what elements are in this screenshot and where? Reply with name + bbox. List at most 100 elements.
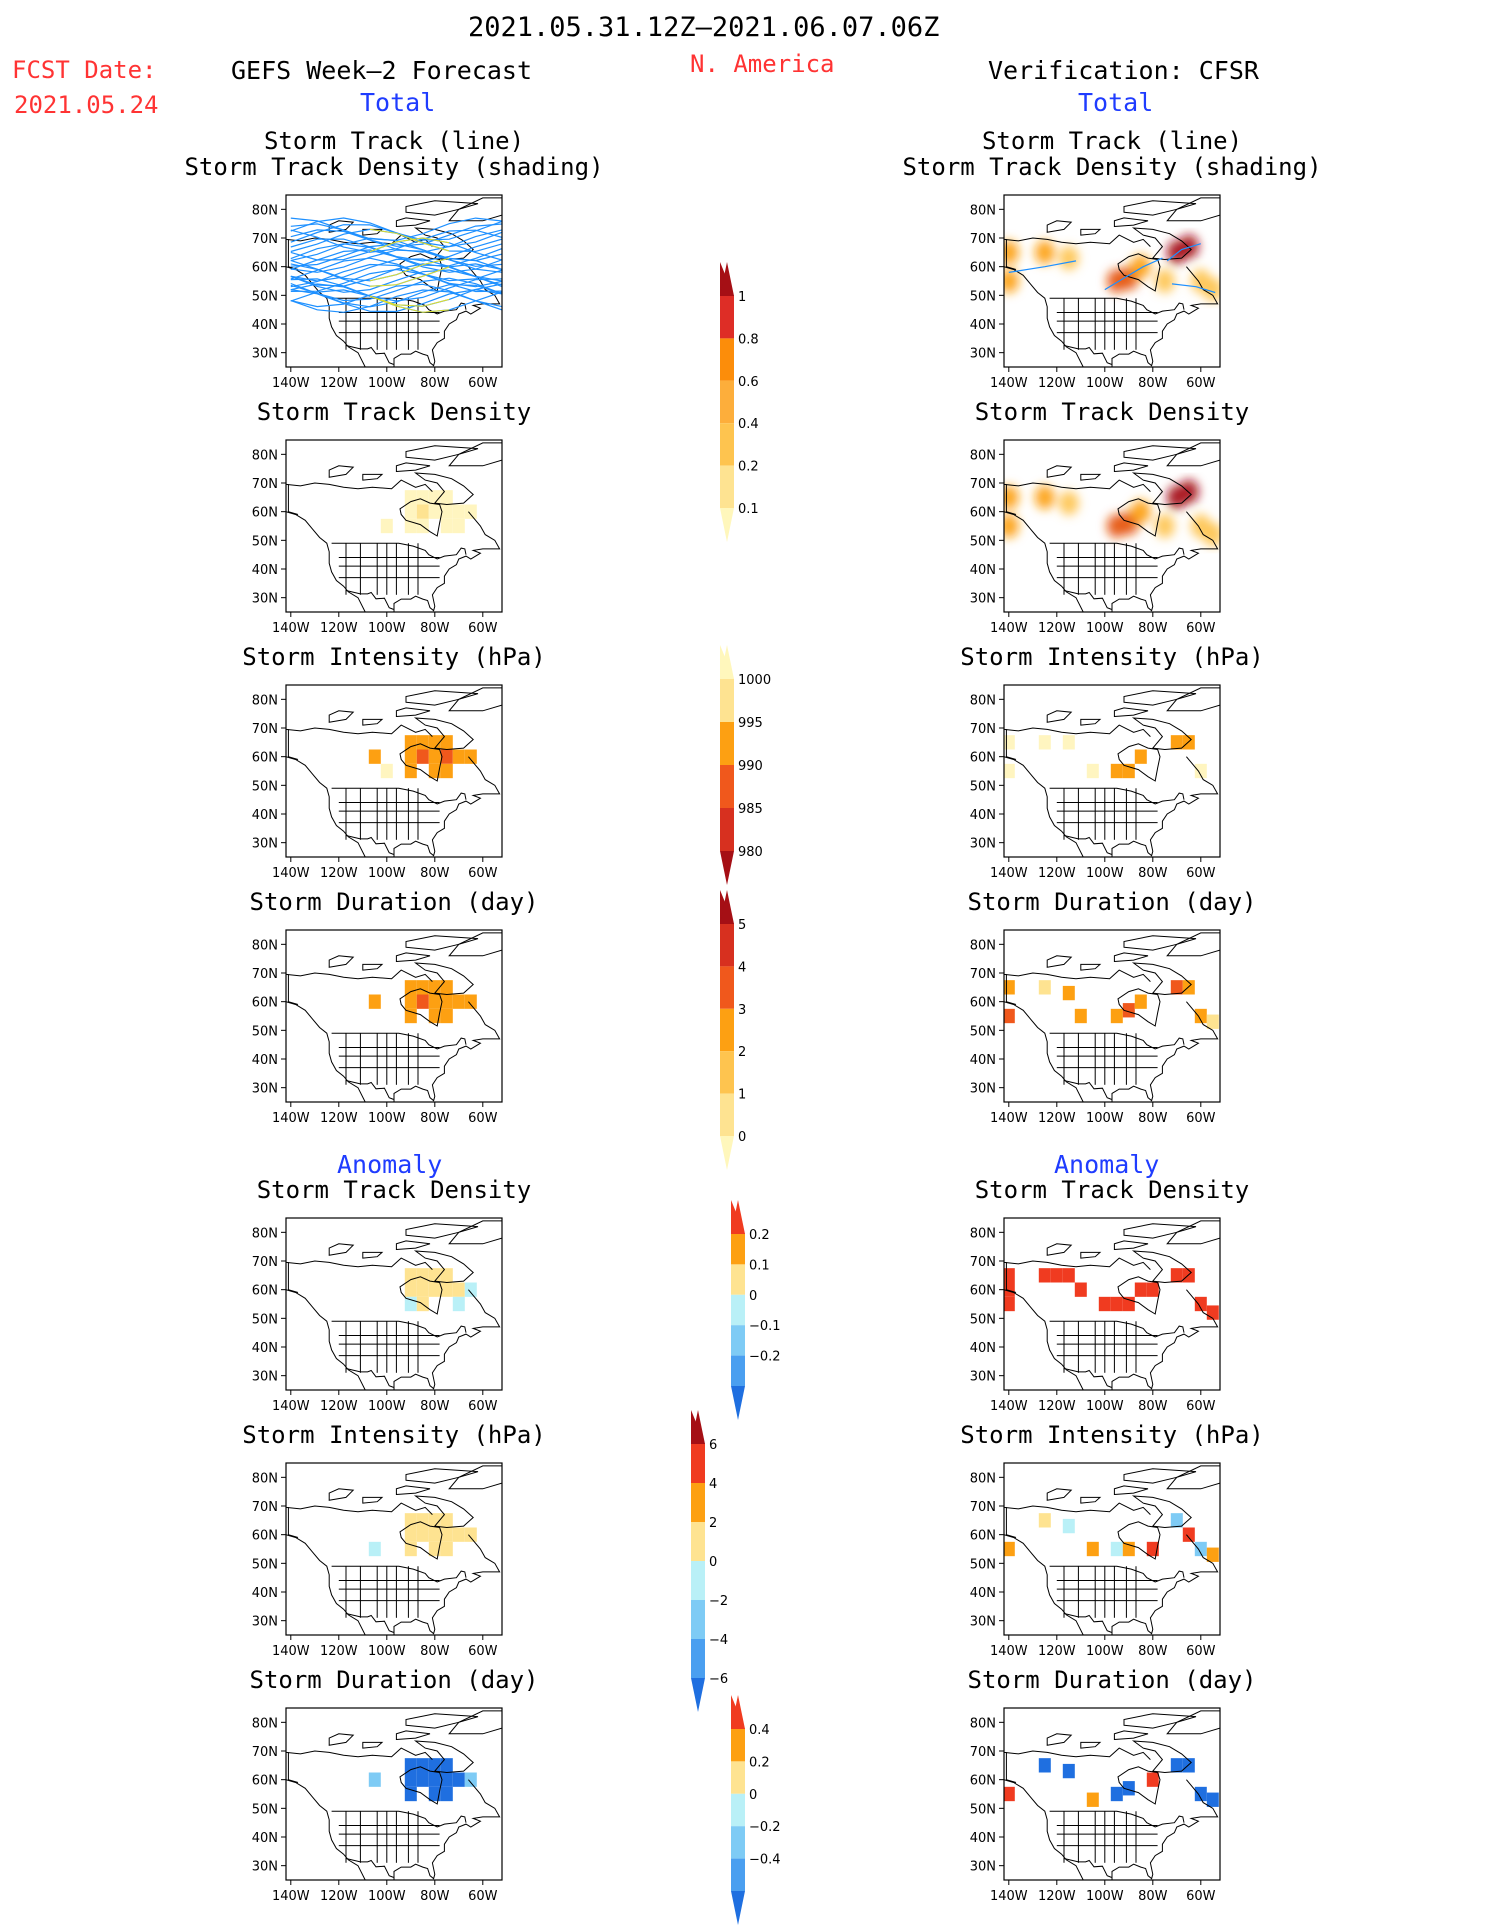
x-tick-label: 120W — [320, 376, 358, 391]
colorbar-segment — [731, 1826, 745, 1859]
panel-frame — [1003, 1462, 1221, 1636]
hudson-bay — [399, 743, 443, 782]
colorbar-label: 0.1 — [749, 1258, 770, 1273]
arctic-island — [405, 445, 479, 461]
y-tick-label: 60N — [252, 261, 278, 276]
x-tick-label: 80W — [1138, 621, 1168, 636]
forecast-total-label: Total — [360, 88, 436, 117]
data-cell — [416, 1268, 429, 1283]
y-tick-label: 70N — [970, 722, 996, 737]
colorbar-segment — [691, 1639, 705, 1678]
data-cell — [404, 1772, 417, 1787]
colorbar-label: 0 — [749, 1289, 757, 1304]
data-cell — [1074, 1282, 1087, 1297]
us-mexico-border — [345, 1080, 394, 1100]
data-cell — [452, 994, 465, 1009]
data-cell — [440, 1513, 453, 1528]
alaska-border — [287, 729, 299, 760]
colorbar-segment — [720, 338, 734, 381]
data-cell — [1206, 1792, 1219, 1807]
y-tick-label: 30N — [970, 837, 996, 852]
arctic-island — [1123, 445, 1197, 461]
east-coast — [393, 756, 501, 857]
y-tick-label: 50N — [252, 1557, 278, 1572]
arctic-coast — [1004, 479, 1151, 492]
panel-frame — [285, 1462, 503, 1636]
arctic-coast — [286, 1257, 433, 1270]
x-tick-label: 140W — [990, 1399, 1028, 1414]
arctic-island — [1166, 687, 1220, 712]
arctic-coast — [286, 1747, 433, 1760]
us-mexico-border — [1063, 1613, 1112, 1633]
y-tick-label: 70N — [252, 1745, 278, 1760]
data-cell — [440, 1541, 453, 1557]
density-blob — [1058, 491, 1079, 516]
map-outline — [1004, 1220, 1220, 1390]
track-line — [290, 238, 502, 262]
us-canada-border — [331, 1320, 467, 1338]
colorbar-label: 4 — [738, 960, 746, 975]
panel-title-forecast-anom-intensity-0: Storm Intensity (hPa) — [242, 1421, 546, 1449]
arctic-coast — [286, 479, 433, 492]
colorbar-cap-bottom — [720, 851, 734, 885]
data-cell — [440, 1758, 453, 1773]
data-cell — [428, 1772, 441, 1787]
colorbar-segment — [691, 1561, 705, 1600]
panel-verification-storm-track: 140W 120W 100W 80W 60W 80N 70N 60N 50N 40N 30N — [970, 194, 1221, 391]
colorbar-segment — [720, 296, 734, 339]
data-cell — [1182, 735, 1195, 750]
x-tick-label: 60W — [468, 376, 498, 391]
data-cell — [1170, 1758, 1183, 1773]
colorbar-cap-top-fill — [720, 890, 734, 924]
data-cell — [404, 749, 417, 764]
data-cell — [1062, 1763, 1075, 1779]
baffin-island — [413, 472, 474, 506]
x-tick-label: 80W — [420, 1399, 450, 1414]
east-coast — [1111, 1534, 1219, 1635]
x-tick-label: 100W — [368, 1889, 406, 1904]
hudson-bay — [399, 988, 443, 1027]
panel-inner — [1004, 932, 1220, 1102]
colorbar-segment — [731, 1234, 745, 1265]
data-cell — [428, 1786, 441, 1802]
arctic-island — [328, 465, 355, 478]
data-cell — [1086, 1792, 1099, 1807]
west-coast — [1004, 1534, 1084, 1635]
colorbar-label: 0 — [709, 1555, 717, 1570]
colorbar-label: 2 — [738, 1045, 746, 1060]
y-tick-label: 70N — [252, 722, 278, 737]
y-tick-label: 70N — [252, 232, 278, 247]
y-tick-label: 30N — [970, 1370, 996, 1385]
y-tick-label: 50N — [970, 534, 996, 549]
colorbar-3: 0.2 0.1 0 −0.1 −0.2 — [731, 1200, 781, 1420]
map-outline — [286, 932, 502, 1102]
arctic-coast — [286, 1502, 433, 1515]
arctic-island — [1113, 217, 1149, 228]
map-outline — [1004, 1465, 1220, 1635]
east-coast — [393, 511, 501, 612]
us-canada-border — [331, 787, 467, 805]
data-cell — [404, 1527, 417, 1542]
colorbar-label: 995 — [738, 716, 763, 731]
us-mexico-border — [345, 590, 394, 610]
data-cell — [1170, 1513, 1183, 1528]
map-outline — [286, 687, 502, 857]
y-tick-label: 40N — [970, 318, 996, 333]
track-line — [290, 243, 502, 267]
arctic-island — [1046, 1243, 1073, 1256]
arctic-island — [1113, 462, 1149, 473]
data-cell — [1086, 763, 1099, 779]
colorbar-label: −0.2 — [749, 1350, 781, 1365]
x-tick-label: 100W — [1086, 1644, 1124, 1659]
colorbar-label: 1000 — [738, 673, 771, 688]
x-tick-label: 60W — [1186, 1111, 1216, 1126]
east-coast — [1111, 511, 1219, 612]
panel-frame — [1003, 1217, 1221, 1391]
panel-title-verification-track-density-0: Storm Track Density — [974, 398, 1250, 426]
x-tick-label: 140W — [272, 1399, 310, 1414]
colorbar-label: −0.1 — [749, 1319, 781, 1334]
x-tick-label: 60W — [468, 1399, 498, 1414]
x-tick-label: 140W — [272, 376, 310, 391]
arctic-island — [405, 935, 479, 951]
track-line — [1104, 257, 1163, 291]
